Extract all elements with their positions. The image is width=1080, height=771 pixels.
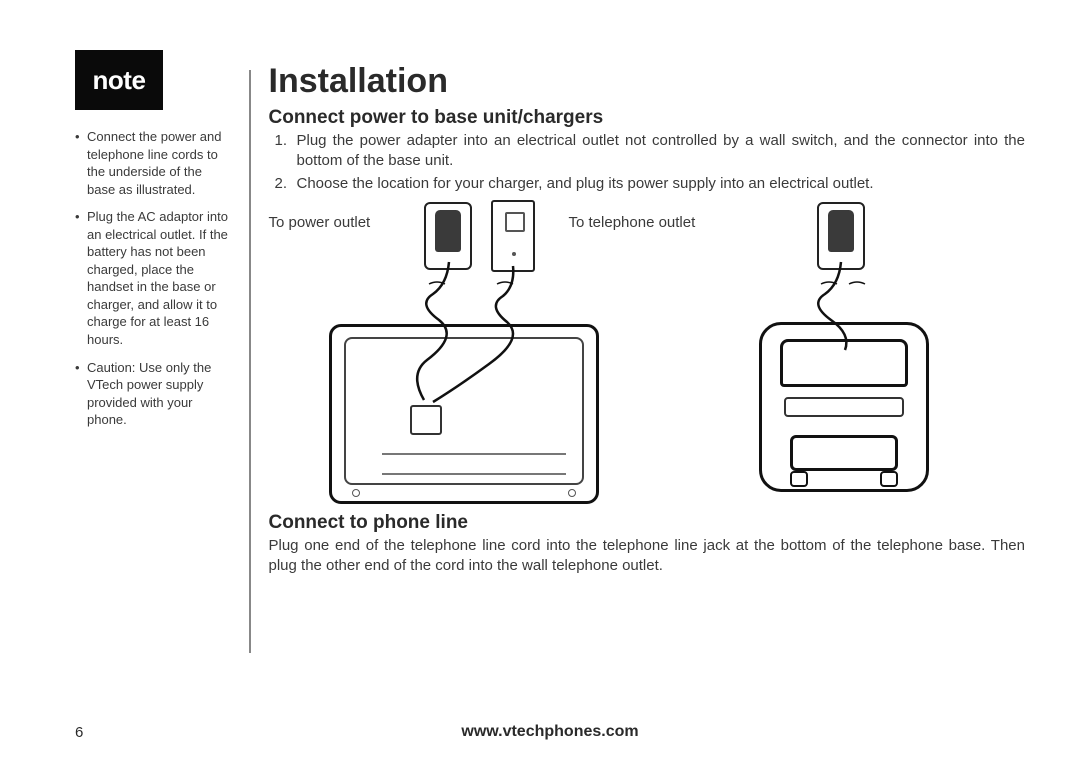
footer-url: www.vtechphones.com — [275, 723, 825, 741]
note-item: Caution: Use only the VTech power supply… — [75, 359, 233, 429]
step-item: 2. Choose the location for your charger, … — [269, 174, 1026, 194]
steps-list: 1. Plug the power adapter into an electri… — [269, 131, 1026, 194]
charger-cradle-icon — [759, 322, 929, 492]
note-item: Connect the power and telephone line cor… — [75, 128, 233, 198]
page-title: Installation — [269, 62, 1026, 101]
connection-diagram: To power outlet To telephone outlet — [269, 202, 1026, 512]
note-item: Plug the AC adaptor into an electrical o… — [75, 208, 233, 348]
step-number: 2. — [275, 174, 288, 194]
section-heading-phone: Connect to phone line — [269, 512, 1026, 534]
main-content: Installation Connect power to base unit/… — [269, 50, 1026, 703]
step-number: 1. — [275, 131, 288, 151]
note-list: Connect the power and telephone line cor… — [75, 128, 233, 429]
note-sidebar: note Connect the power and telephone lin… — [75, 50, 245, 703]
page-footer: 6 www.vtechphones.com — [75, 703, 1025, 741]
label-telephone-outlet: To telephone outlet — [569, 214, 696, 231]
label-power-outlet: To power outlet — [269, 214, 371, 231]
section-heading-power: Connect power to base unit/chargers — [269, 107, 1026, 129]
power-adapter-icon — [817, 202, 865, 270]
wall-jack-icon — [491, 200, 535, 272]
note-badge: note — [75, 50, 163, 110]
power-adapter-icon — [424, 202, 472, 270]
base-unit-icon — [329, 324, 599, 504]
vertical-divider — [249, 70, 251, 653]
step-text: Choose the location for your charger, an… — [297, 175, 874, 192]
manual-page: note Connect the power and telephone lin… — [0, 0, 1080, 771]
step-item: 1. Plug the power adapter into an electri… — [269, 131, 1026, 172]
content-row: note Connect the power and telephone lin… — [75, 50, 1025, 703]
step-text: Plug the power adapter into an electrica… — [297, 132, 1026, 169]
page-number: 6 — [75, 724, 275, 741]
phone-line-text: Plug one end of the telephone line cord … — [269, 536, 1026, 577]
